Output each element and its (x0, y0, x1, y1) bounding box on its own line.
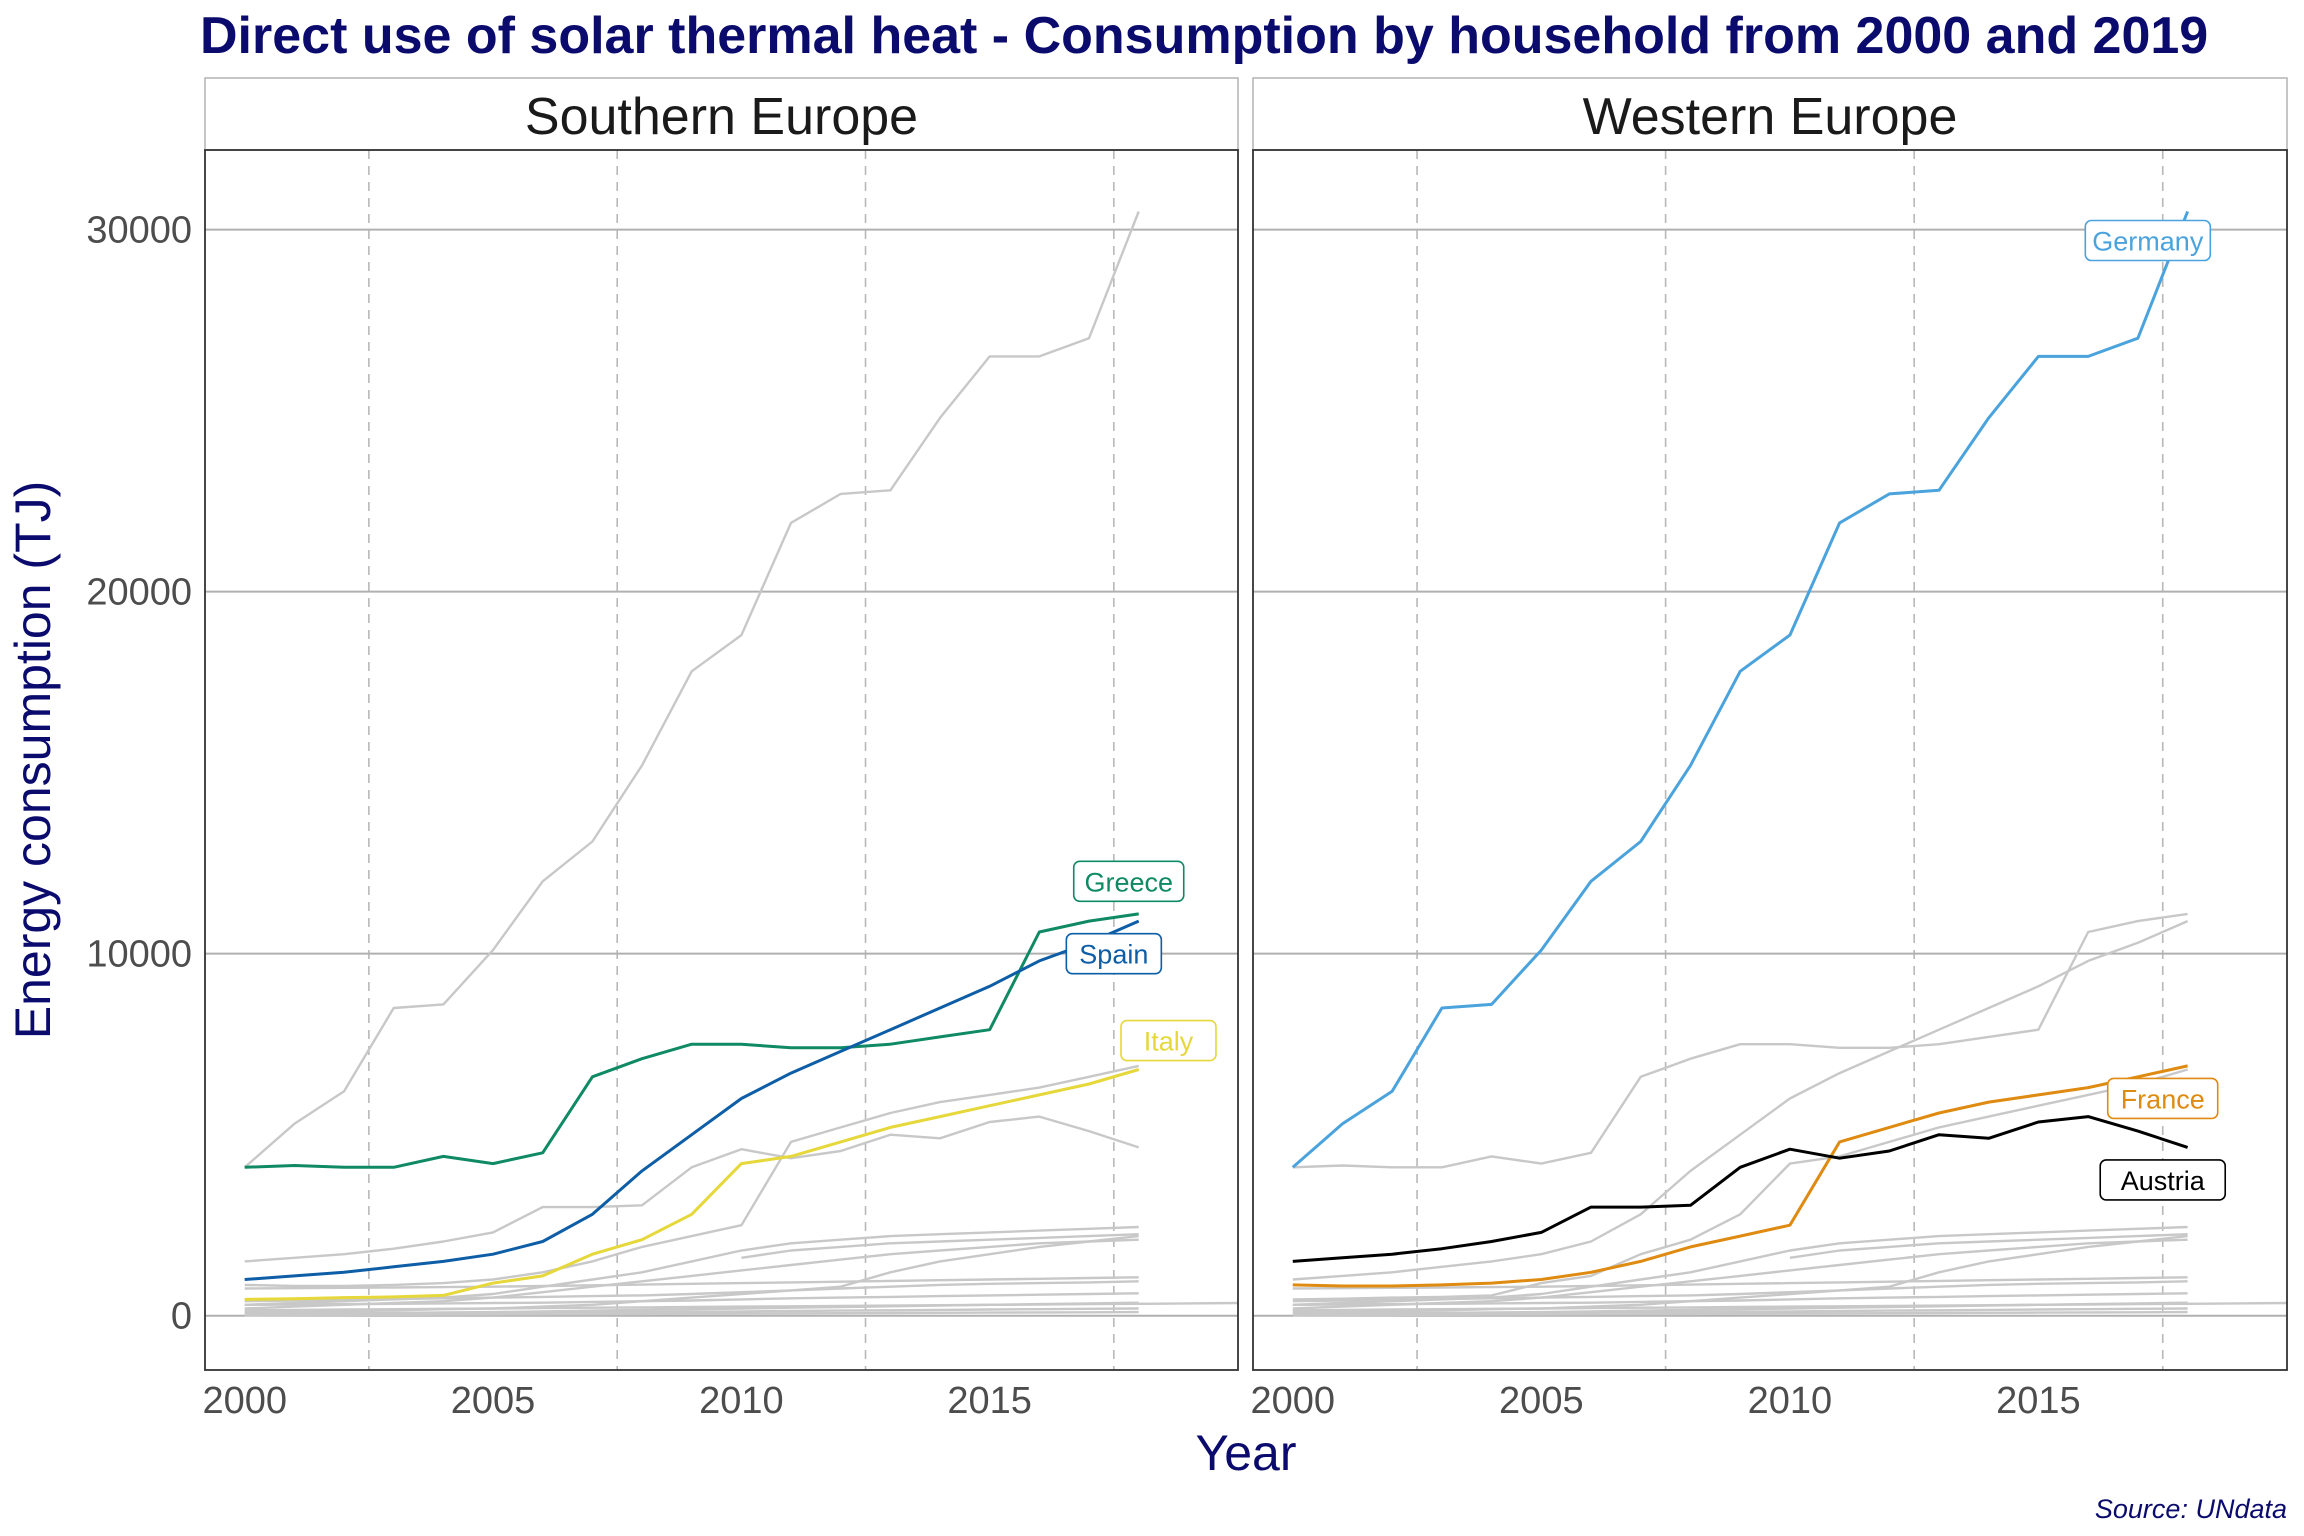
series-label-box (2084, 219, 2212, 262)
facet-strip-label: Western Europe (1583, 88, 1958, 146)
panel-border (1252, 149, 2288, 1371)
y-tick-label: 10000 (86, 934, 192, 976)
context-series-line (244, 1064, 1139, 1288)
series-line-greece (244, 912, 1139, 1169)
series-label-box (2106, 1077, 2219, 1120)
x-tick-label: 2010 (1748, 1380, 1833, 1422)
context-series-line (1292, 211, 2189, 1169)
context-series-line (244, 1115, 1140, 1263)
series-label-box (1072, 860, 1185, 903)
x-tick-label: 2005 (451, 1380, 536, 1422)
panel-1: Western Europe Germany France Austria 2000 20… (1250, 77, 2288, 1422)
series-label: Spain (1079, 940, 1148, 970)
x-tick-label: 2015 (1996, 1380, 2081, 1422)
context-series-line (244, 1276, 1139, 1290)
series-line-austria (1292, 1115, 2189, 1263)
series-label-box (1065, 932, 1163, 975)
panel-border (204, 149, 1239, 1371)
context-series-line (244, 912, 1139, 1169)
x-tick-label: 2000 (202, 1380, 287, 1422)
panel-0: Southern Europe Greece Spain Italy 2000 2005 2… (202, 77, 1239, 1422)
context-series-line (1292, 1068, 2188, 1301)
context-series-line (1292, 1310, 2188, 1317)
x-tick-label: 2010 (699, 1380, 784, 1422)
series-line-france (1292, 1064, 2188, 1288)
series-label: Greece (1084, 867, 1173, 897)
context-series-line (1292, 1280, 2188, 1303)
x-tick-label: 2000 (1250, 1380, 1335, 1422)
series-label-box (2099, 1159, 2227, 1201)
context-series-line (1292, 920, 2189, 1281)
context-series-line (244, 1310, 1139, 1317)
context-series-line (243, 211, 1140, 1169)
series-line-italy (244, 1068, 1140, 1301)
y-tick-label: 30000 (86, 210, 192, 252)
facet-strip (204, 77, 1239, 151)
series-label: Italy (1144, 1027, 1194, 1057)
facet-strip-label: Southern Europe (525, 88, 918, 146)
series-line-spain (244, 919, 1140, 1281)
context-series-line (741, 1233, 1139, 1259)
context-series-line (1292, 1276, 2188, 1290)
context-series-line (244, 920, 1140, 1281)
series-label: France (2121, 1084, 2205, 1114)
context-series-line (1789, 1233, 2188, 1259)
source-caption: Source: UNdata (2095, 1494, 2287, 1524)
chart-title: Direct use of solar thermal heat - Consu… (200, 7, 2209, 65)
x-tick-label: 2005 (1499, 1380, 1584, 1422)
y-axis-title: Energy consumption (TJ) (5, 481, 61, 1040)
series-label: Austria (2121, 1166, 2206, 1196)
context-series-line (244, 1292, 1139, 1307)
facet-strip (1252, 77, 2288, 151)
series-label-box (1120, 1019, 1217, 1062)
series-label: Germany (2092, 227, 2204, 257)
x-tick-label: 2015 (947, 1380, 1032, 1422)
context-series-line (1292, 1292, 2188, 1307)
x-axis-title: Year (1195, 1425, 1296, 1481)
y-tick-label: 0 (171, 1296, 192, 1338)
series-line-germany (1291, 210, 2189, 1169)
context-series-line (1292, 912, 2188, 1169)
context-series-line (244, 1280, 1139, 1303)
y-tick-label: 20000 (86, 572, 192, 614)
